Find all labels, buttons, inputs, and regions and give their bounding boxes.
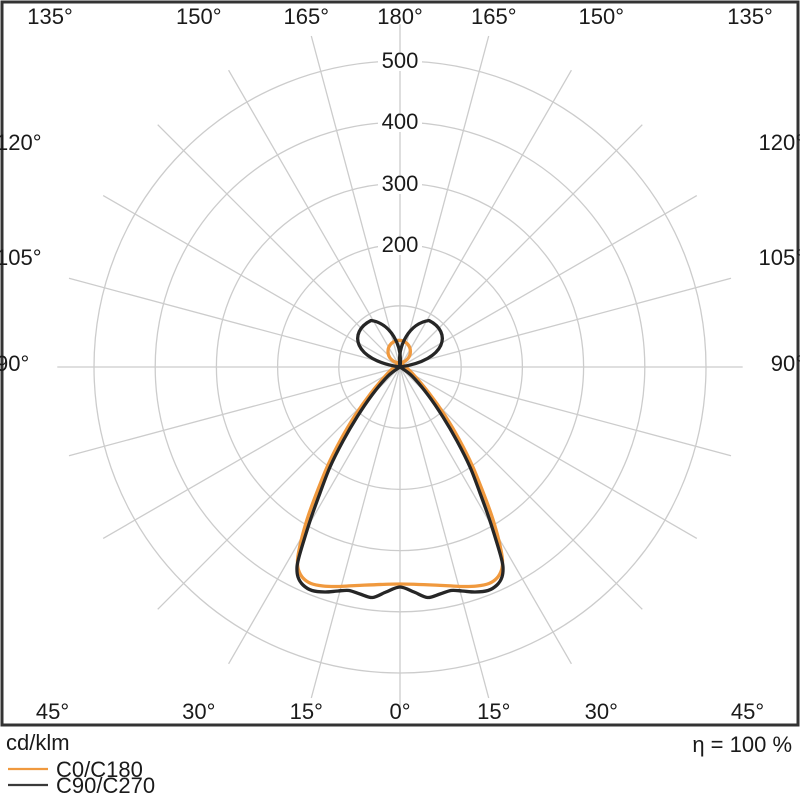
svg-text:15°: 15° [477, 699, 510, 724]
svg-text:45°: 45° [731, 699, 764, 724]
svg-text:15°: 15° [290, 699, 323, 724]
svg-text:200: 200 [382, 232, 419, 257]
svg-text:120°: 120° [758, 130, 800, 155]
svg-text:45°: 45° [36, 699, 69, 724]
svg-text:30°: 30° [585, 699, 618, 724]
svg-text:90°: 90° [0, 351, 29, 376]
svg-text:90°: 90° [771, 351, 800, 376]
svg-text:150°: 150° [578, 4, 624, 29]
svg-text:300: 300 [382, 171, 419, 196]
svg-text:400: 400 [382, 109, 419, 134]
svg-text:165°: 165° [471, 4, 517, 29]
svg-text:η = 100 %: η = 100 % [692, 732, 792, 757]
svg-text:150°: 150° [176, 4, 222, 29]
svg-text:0°: 0° [389, 699, 410, 724]
svg-text:30°: 30° [182, 699, 215, 724]
svg-text:120°: 120° [0, 130, 42, 155]
svg-text:135°: 135° [727, 4, 773, 29]
svg-text:C90/C270: C90/C270 [56, 773, 155, 798]
svg-text:cd/klm: cd/klm [6, 730, 70, 755]
svg-text:105°: 105° [0, 245, 42, 270]
svg-text:500: 500 [382, 48, 419, 73]
svg-text:165°: 165° [283, 4, 329, 29]
svg-text:180°: 180° [377, 4, 423, 29]
svg-text:105°: 105° [758, 245, 800, 270]
svg-text:135°: 135° [27, 4, 73, 29]
